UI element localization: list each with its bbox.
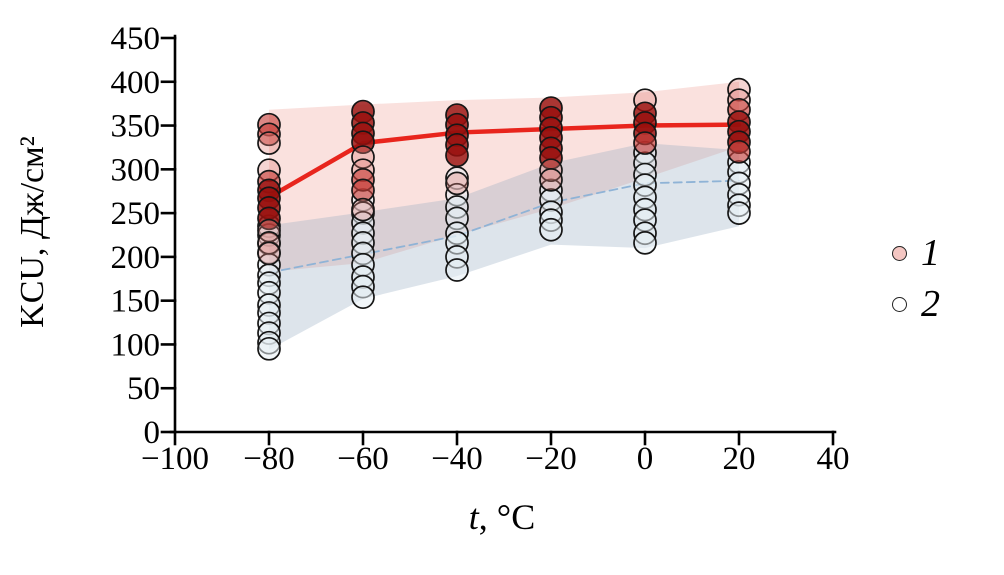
x-tick-label: −20 [525,441,577,477]
legend-label-series2: 2 [921,283,940,325]
y-tick-label: 250 [111,196,161,232]
data-point-series-1 [445,143,469,168]
y-tick-label: 300 [111,152,161,188]
data-point-series-2 [445,258,469,282]
y-tick-label: 450 [111,21,161,57]
data-point-series-1 [445,171,469,196]
x-tick-label: 0 [637,441,654,477]
trend-line-series-1 [266,122,742,200]
y-axis-title-text: KCU, Дж/см² [14,136,51,328]
y-axis-title: KCU, Дж/см² [14,12,54,452]
legend-item-series2: 2 [892,283,940,325]
data-point-series-2 [351,285,375,310]
data-point-series-1 [539,167,563,192]
y-tick-label: 350 [111,109,161,145]
x-axis-title: t, °C [352,496,652,538]
y-tick-label: 200 [111,240,161,276]
x-tick-label: −80 [243,441,295,477]
data-point-series-1 [257,131,281,155]
data-point-series-1 [351,197,375,222]
x-axis-title-variable: t [468,497,479,537]
data-point-series-2 [633,231,657,255]
confidence-band-series-2 [269,143,739,350]
x-tick-label: 40 [817,441,850,477]
data-point-series-1 [257,241,281,266]
y-tick-label: 150 [111,284,161,320]
legend: 1 2 [892,232,940,334]
data-point-series-1 [539,158,563,183]
x-tick-label: −60 [337,441,389,477]
data-point-series-2 [539,217,563,242]
x-tick-label: −40 [431,441,483,477]
y-tick-label: 0 [144,415,161,451]
y-tick-label: 100 [111,327,161,363]
data-point-series-2 [257,336,281,361]
trend-line-series-2 [268,179,740,274]
legend-item-series1: 1 [892,232,940,274]
y-tick-label: 50 [127,371,160,407]
x-tick-label: 20 [723,441,756,477]
legend-marker-series1-icon [892,245,907,261]
x-tick-label: −100 [141,441,209,477]
data-point-series-1 [257,122,281,147]
data-point-series-1 [257,206,281,231]
x-axis-title-unit: , °C [478,497,536,537]
confidence-band-series-1 [269,81,739,272]
data-point-series-1 [351,178,375,203]
legend-label-series1: 1 [921,232,940,274]
data-point-series-1 [727,139,751,164]
data-point-series-2 [727,201,751,225]
data-point-series-1 [633,131,657,155]
legend-marker-series2-icon [892,296,907,312]
y-tick-label: 400 [111,65,161,101]
